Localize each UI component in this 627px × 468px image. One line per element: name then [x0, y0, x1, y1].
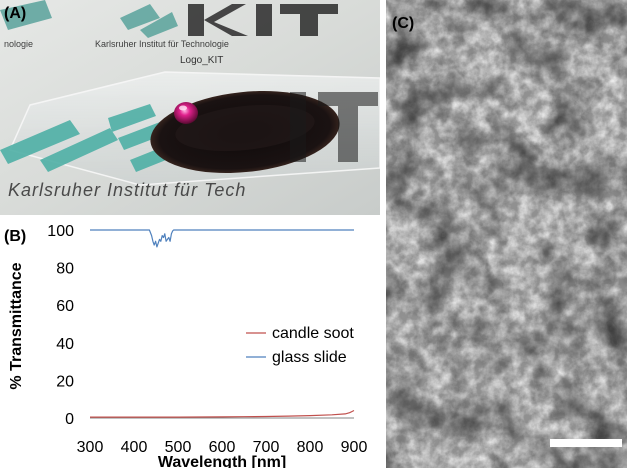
droplet-reflection — [179, 105, 187, 111]
legend-label: glass slide — [272, 349, 347, 366]
bottom-logo-wings — [0, 104, 176, 172]
chart-panel: 0 20 40 60 80 100 300 400 500 600 700 800 900 candle… — [0, 215, 386, 468]
top-logo-letters — [188, 4, 338, 36]
series-line-glass-slide — [90, 229, 354, 248]
photo-left-fragment: nologie — [4, 39, 33, 49]
y-tick-label: 40 — [56, 336, 74, 353]
x-axis-label: Wavelength [nm] — [158, 454, 286, 468]
sem-panel: (C) — [386, 0, 627, 468]
panel-label-c: (C) — [392, 15, 415, 32]
y-axis-label: % Transmittance — [8, 262, 25, 389]
panel-label-a: (A) — [4, 5, 27, 22]
x-tick-label: 800 — [297, 439, 324, 456]
sem-voids — [386, 0, 627, 468]
legend-label: candle soot — [272, 325, 354, 342]
water-droplet — [174, 102, 198, 124]
y-tick-label: 60 — [56, 298, 74, 315]
y-tick-label: 0 — [65, 411, 74, 428]
sem-image — [386, 0, 627, 468]
x-tick-label: 300 — [77, 439, 104, 456]
chart-series — [90, 229, 355, 418]
photo-institute-text-top: Karlsruher Institut für Technologie — [95, 39, 229, 49]
x-tick-label: 900 — [341, 439, 368, 456]
photo-panel: Karlsruher Institut für Technologie nolo… — [0, 0, 380, 215]
photo-logo-caption: Logo_KIT — [180, 55, 223, 66]
photo-image: Karlsruher Institut für Technologie nolo… — [0, 0, 380, 215]
x-tick-label: 600 — [209, 439, 236, 456]
scale-bar — [550, 439, 622, 447]
photo-institute-text-bottom: Karlsruher Institut für Tech — [8, 180, 246, 200]
series-line-candle-soot — [90, 409, 355, 418]
y-tick-label: 20 — [56, 373, 74, 390]
transmittance-chart: 0 20 40 60 80 100 300 400 500 600 700 800 900 candle… — [8, 223, 367, 468]
x-tick-label: 500 — [165, 439, 192, 456]
x-tick-label: 700 — [253, 439, 280, 456]
chart-legend: candle soot glass slide — [246, 325, 354, 366]
bottom-logo-letters — [290, 92, 378, 162]
soot-highlight — [175, 104, 315, 152]
x-tick-label: 400 — [121, 439, 148, 456]
y-tick-label: 80 — [56, 261, 74, 278]
panel-label-b: (B) — [4, 228, 27, 245]
top-logo-wings — [0, 0, 178, 38]
y-tick-label: 100 — [47, 223, 74, 240]
chart-axes: 0 20 40 60 80 100 300 400 500 600 700 800 900 — [47, 223, 367, 456]
